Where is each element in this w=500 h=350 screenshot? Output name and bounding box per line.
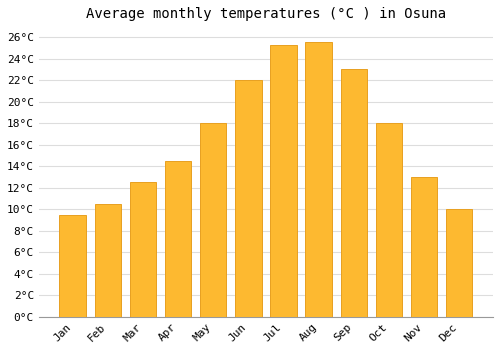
- Title: Average monthly temperatures (°C ) in Osuna: Average monthly temperatures (°C ) in Os…: [86, 7, 446, 21]
- Bar: [340, 69, 367, 317]
- Bar: [270, 44, 296, 317]
- Bar: [130, 182, 156, 317]
- Bar: [306, 42, 332, 317]
- Bar: [165, 161, 191, 317]
- Bar: [411, 177, 438, 317]
- Bar: [60, 215, 86, 317]
- Bar: [376, 123, 402, 317]
- Bar: [94, 204, 121, 317]
- Bar: [235, 80, 262, 317]
- Bar: [446, 209, 472, 317]
- Bar: [200, 123, 226, 317]
